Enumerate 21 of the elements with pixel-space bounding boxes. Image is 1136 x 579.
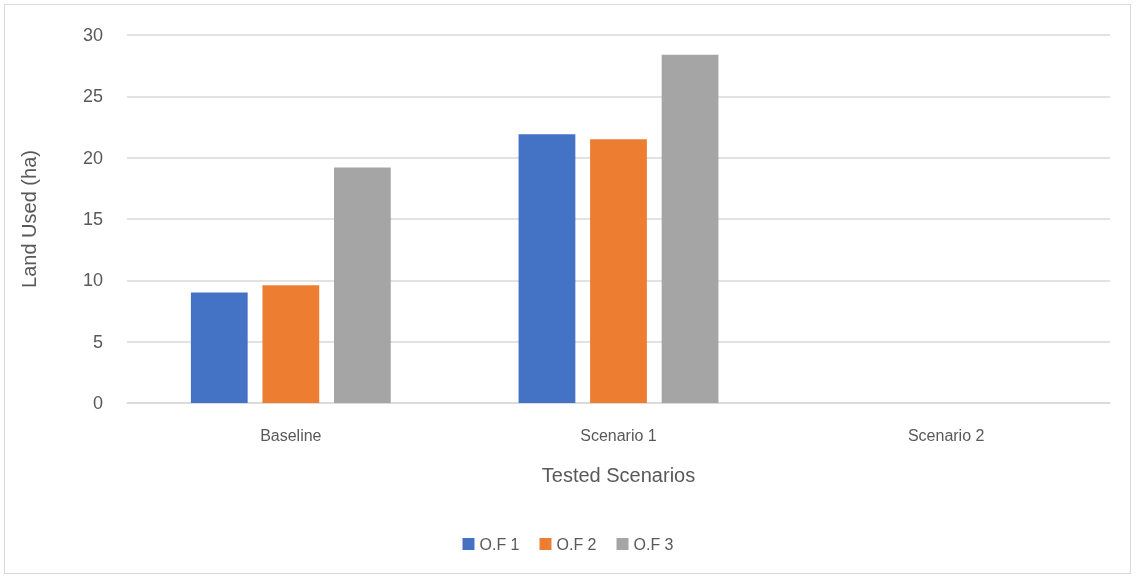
bar	[590, 139, 647, 403]
bar	[262, 285, 320, 403]
x-tick-label: Baseline	[260, 426, 322, 444]
y-tick-label: 5	[92, 331, 103, 352]
y-tick-label: 20	[82, 147, 103, 168]
bar	[333, 167, 391, 403]
y-tick-label: 15	[82, 209, 103, 229]
legend-label: O.F 3	[633, 535, 674, 553]
x-tick-label: Scenario 2	[907, 426, 985, 444]
y-tick-label: 25	[82, 86, 103, 107]
bar	[518, 134, 576, 403]
legend-label: O.F 1	[479, 535, 520, 553]
y-axis-title: Land Used (ha)	[18, 150, 40, 288]
y-tick-label: 30	[82, 25, 103, 45]
x-axis-title: Tested Scenarios	[541, 464, 696, 486]
legend-label: O.F 2	[556, 535, 597, 553]
y-tick-label: 10	[82, 270, 103, 291]
bar	[661, 54, 719, 403]
y-tick-label: 0	[92, 393, 103, 413]
x-tick-label: Scenario 1	[580, 426, 657, 444]
bar	[190, 292, 248, 403]
